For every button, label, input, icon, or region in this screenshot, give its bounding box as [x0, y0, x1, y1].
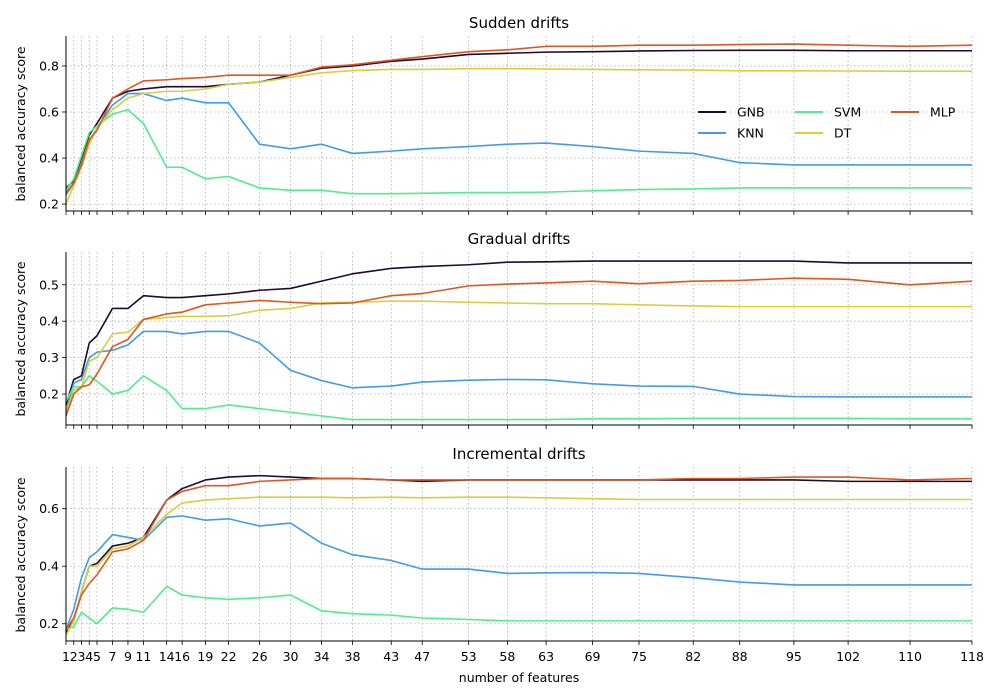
- x-tick-label: 43: [383, 649, 399, 664]
- x-tick-label: 88: [732, 649, 748, 664]
- legend-label-mlp: MLP: [930, 105, 956, 120]
- series-line-mlp: [65, 277, 973, 417]
- x-axis-label: number of features: [459, 670, 579, 685]
- axes: [65, 252, 972, 426]
- series-lines: [65, 474, 973, 636]
- series-line-knn: [65, 92, 972, 196]
- sudden-drifts-panel: Sudden drifts balanced accuracy score 0.…: [13, 14, 973, 215]
- y-tick-label: 0.2: [39, 387, 59, 402]
- y-tick-label: 0.6: [39, 104, 59, 119]
- y-tick-label: 0.3: [39, 350, 59, 365]
- x-tick-label: 58: [499, 649, 515, 664]
- grid: [65, 252, 973, 425]
- x-tick-label: 19: [197, 649, 213, 664]
- x-tick-label: 102: [836, 649, 860, 664]
- series-line-knn: [65, 330, 972, 413]
- x-tick-label: 118: [960, 649, 984, 664]
- x-tick-label: 9: [124, 649, 132, 664]
- series-line-svm: [65, 108, 972, 195]
- axes: [65, 36, 972, 212]
- x-tick-label: 69: [585, 649, 601, 664]
- y-tick-label: 0.4: [39, 314, 59, 329]
- series-line-knn: [65, 515, 972, 630]
- incremental-drifts-panel: Incremental drifts balanced accuracy sco…: [13, 445, 984, 685]
- x-tick-label: 63: [538, 649, 554, 664]
- x-tick-label: 95: [786, 649, 802, 664]
- chart-title: Incremental drifts: [452, 445, 585, 463]
- legend: GNB KNN SVM DT MLP: [698, 105, 956, 141]
- series-line-dt: [65, 496, 972, 636]
- x-tick-label: 26: [252, 649, 268, 664]
- x-tick-label: 22: [221, 649, 237, 664]
- y-axis-label: balanced accuracy score: [13, 261, 28, 416]
- x-tick-label: 110: [898, 649, 922, 664]
- series-lines: [65, 260, 973, 421]
- y-ticks: 0.2 0.4 0.6 0.8: [39, 58, 66, 212]
- y-tick-label: 0.6: [39, 501, 59, 516]
- series-line-gnb: [65, 49, 972, 189]
- grid: [65, 467, 973, 641]
- x-tick-label: 30: [283, 649, 299, 664]
- y-tick-label: 0.8: [39, 58, 59, 73]
- x-tick-label: 34: [314, 649, 330, 664]
- x-ticks: [65, 425, 973, 429]
- series-lines: [65, 43, 973, 205]
- legend-label-svm: SVM: [834, 105, 861, 120]
- x-tick-label: 3: [78, 649, 86, 664]
- series-line-mlp: [65, 43, 973, 194]
- legend-label-dt: DT: [834, 126, 852, 141]
- x-tick-label: 5: [93, 649, 101, 664]
- x-ticks: 1 2 3 4 5 7 9 11 14 16 19 22 26 30 34 38 43 47 53 58 63 69 75 8…: [62, 641, 984, 664]
- y-ticks: 0.2 0.3 0.4 0.5: [39, 277, 66, 402]
- chart-title: Sudden drifts: [469, 14, 569, 32]
- y-tick-label: 0.2: [39, 616, 59, 631]
- axes: [65, 467, 972, 642]
- x-tick-label: 14: [159, 649, 175, 664]
- y-tick-label: 0.2: [39, 197, 59, 212]
- y-axis-label: balanced accuracy score: [13, 46, 28, 201]
- x-ticks: [65, 211, 973, 215]
- x-tick-label: 1: [62, 649, 70, 664]
- chart-title: Gradual drifts: [468, 230, 571, 248]
- x-tick-label: 53: [461, 649, 477, 664]
- y-tick-label: 0.4: [39, 151, 59, 166]
- x-tick-label: 11: [135, 649, 151, 664]
- legend-label-knn: KNN: [737, 126, 764, 141]
- x-tick-label: 7: [108, 649, 116, 664]
- x-tick-label: 16: [174, 649, 190, 664]
- grid: [65, 36, 973, 211]
- series-line-svm: [65, 585, 972, 631]
- series-line-svm: [65, 375, 972, 421]
- series-line-dt: [65, 300, 972, 413]
- x-tick-label: 47: [414, 649, 430, 664]
- y-tick-label: 0.4: [39, 559, 59, 574]
- x-tick-label: 2: [70, 649, 78, 664]
- x-tick-label: 38: [345, 649, 361, 664]
- x-tick-label: 75: [631, 649, 647, 664]
- x-tick-label: 82: [685, 649, 701, 664]
- gradual-drifts-panel: Gradual drifts balanced accuracy score 0…: [13, 230, 973, 429]
- y-ticks: 0.2 0.4 0.6: [39, 501, 66, 631]
- legend-label-gnb: GNB: [737, 105, 765, 120]
- x-tick-label: 4: [85, 649, 93, 664]
- series-line-gnb: [65, 260, 972, 406]
- series-line-mlp: [65, 476, 973, 630]
- series-line-dt: [65, 67, 972, 205]
- y-axis-label: balanced accuracy score: [13, 477, 28, 632]
- y-tick-label: 0.5: [39, 277, 59, 292]
